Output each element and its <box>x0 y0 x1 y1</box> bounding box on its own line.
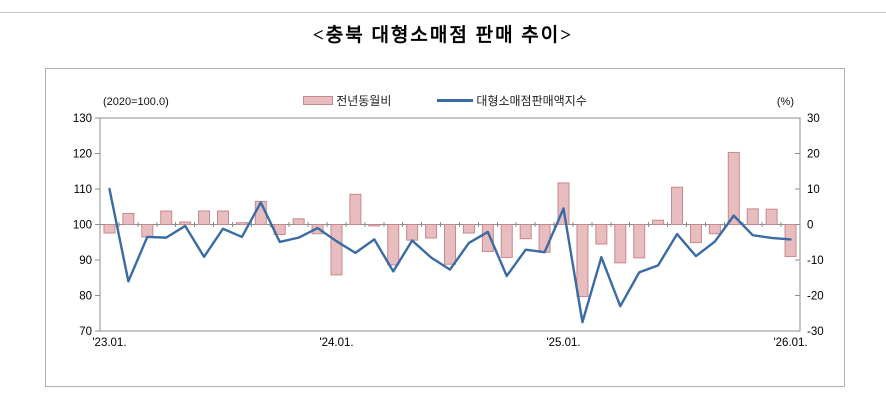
bar-2024-12 <box>538 224 551 253</box>
bar-2023-08 <box>235 222 248 226</box>
bar-2024-03 <box>368 224 381 227</box>
legend-item-bar: 전년동월비 <box>303 92 391 109</box>
x-tick-label: '23.01. <box>92 337 126 349</box>
bar-2025-11 <box>746 208 759 226</box>
y-left-tick-label: 120 <box>73 149 92 161</box>
y-left-tick-label: 90 <box>79 255 92 267</box>
y-left-tick-label: 70 <box>79 326 92 338</box>
bar-2025-04 <box>614 224 627 264</box>
y-axis-right: 30 20 10 0 -10 -20 -30 <box>795 113 824 338</box>
y-right-tick-label: 0 <box>807 220 813 232</box>
bar-2025-06 <box>652 219 665 226</box>
bar-2023-06 <box>198 210 211 225</box>
x-tick-label: '26.01. <box>773 337 807 349</box>
bar-2025-05 <box>633 224 646 259</box>
bar-2023-03 <box>141 224 154 238</box>
y-right-tick-label: -30 <box>807 326 824 338</box>
bar-2023-07 <box>216 210 229 225</box>
bars-group <box>103 151 797 298</box>
chart-legend: 전년동월비 대형소매점판매액지수 <box>46 92 844 109</box>
bar-2025-08 <box>689 224 702 244</box>
bar-2024-01 <box>330 224 343 276</box>
bar-2024-07 <box>444 224 456 265</box>
bar-2025-12 <box>765 208 778 226</box>
x-tick-label: '24.01. <box>319 337 353 349</box>
legend-item-line: 대형소매점판매액지수 <box>437 92 587 109</box>
page-top-divider <box>0 12 886 13</box>
y-right-tick-label: 20 <box>807 149 820 161</box>
bar-2024-04 <box>387 224 400 266</box>
bar-2025-01 <box>557 182 570 225</box>
bar-2025-07 <box>671 186 684 225</box>
bar-2024-05 <box>406 224 419 241</box>
legend-line-label: 대형소매점판매액지수 <box>476 94 587 108</box>
bar-2024-08 <box>462 224 475 234</box>
bar-2024-09 <box>481 224 494 252</box>
legend-bar-label: 전년동월비 <box>336 94 392 108</box>
sales-trend-chart: 1301201101009080703020100-10-20-30'23.01… <box>73 113 824 349</box>
bar-2025-03 <box>595 224 608 245</box>
bar-2025-10 <box>727 151 740 225</box>
y-left-tick-label: 100 <box>73 220 92 232</box>
bar-2025-02 <box>576 224 589 298</box>
chart-panel: 130 120 110 100 90 80 70 30 20 10 0 -10 -20 -30'23.01… <box>45 68 845 387</box>
sales-index-line <box>108 187 792 324</box>
bar-2024-06 <box>425 224 438 239</box>
y-right-tick-label: -20 <box>807 291 824 303</box>
bar-2023-05 <box>179 221 192 225</box>
y-axis-left: 130 120 110 100 90 80 70 <box>73 113 100 338</box>
bar-series-swatch-icon <box>303 96 334 105</box>
bar-2024-10 <box>500 224 513 259</box>
y-left-tick-label: 110 <box>74 184 92 196</box>
y-right-tick-label: -10 <box>807 255 824 267</box>
x-tick-label: '25.01. <box>546 337 580 349</box>
y-left-tick-label: 130 <box>73 113 92 125</box>
bar-2024-02 <box>349 193 362 225</box>
bar-2023-01 <box>103 224 116 234</box>
left-axis-note: (2020=100.0) <box>103 96 169 108</box>
right-axis-note: (%) <box>776 96 794 108</box>
x-axis-labels: '23.01. '24.01. '25.01. '26.01. <box>92 337 807 349</box>
bar-2024-11 <box>519 224 532 240</box>
line-series-swatch-icon <box>437 99 474 102</box>
y-right-tick-label: 10 <box>807 184 820 196</box>
y-right-tick-label: 30 <box>807 113 820 125</box>
bar-2025-09 <box>708 224 721 235</box>
bar-2023-02 <box>122 212 135 225</box>
bar-2023-11 <box>292 218 305 226</box>
y-left-tick-label: 80 <box>79 291 92 303</box>
page-title: <충북 대형소매점 판매 추이> <box>312 25 574 46</box>
bar-2023-04 <box>160 210 173 225</box>
